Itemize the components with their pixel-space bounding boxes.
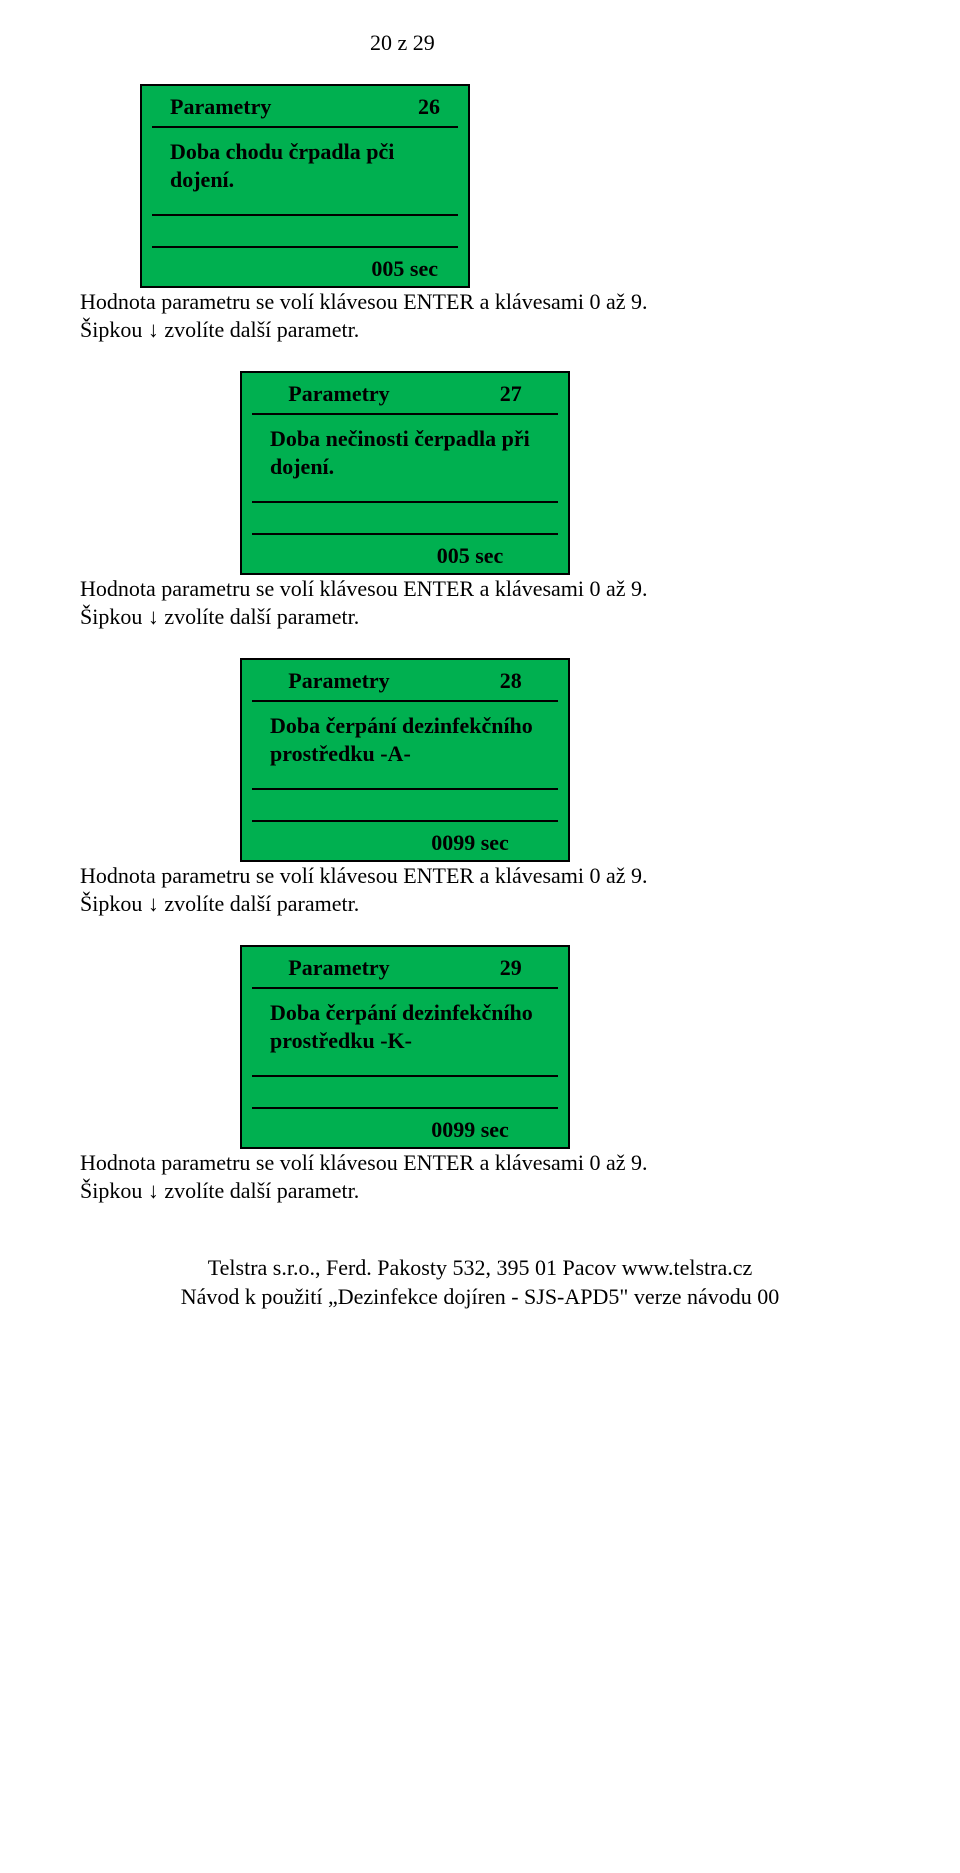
- description-text: Hodnota parametru se volí klávesou ENTER…: [80, 862, 860, 917]
- panel-number: 27: [500, 381, 522, 407]
- panel-value: 0099 sec: [252, 1107, 558, 1147]
- panel-number: 26: [418, 94, 440, 120]
- description-text: Hodnota parametru se volí klávesou ENTER…: [80, 1149, 860, 1204]
- panel-body: Doba čerpání dezinfekčního prostředku -K…: [242, 989, 568, 1059]
- panel-value: 005 sec: [152, 246, 458, 286]
- parameter-panel-27: Parametry 27 Doba nečinosti čerpadla při…: [240, 371, 570, 575]
- parameter-panel-29: Parametry 29 Doba čerpání dezinfekčního …: [240, 945, 570, 1149]
- panel-title: Parametry: [288, 381, 389, 407]
- footer: Telstra s.r.o., Ferd. Pakosty 532, 395 0…: [100, 1254, 860, 1311]
- panel-body: Doba čerpání dezinfekčního prostředku -A…: [242, 702, 568, 772]
- panel-value: 005 sec: [252, 533, 558, 573]
- page-number: 20 z 29: [370, 30, 860, 56]
- panel-body: Doba nečinosti čerpadla při dojení.: [242, 415, 568, 485]
- panel-number: 29: [500, 955, 522, 981]
- description-text: Hodnota parametru se volí klávesou ENTER…: [80, 575, 860, 630]
- parameter-panel-26: Parametry 26 Doba chodu črpadla pči doje…: [140, 84, 470, 288]
- panel-title: Parametry: [288, 955, 389, 981]
- panel-value: 0099 sec: [252, 820, 558, 860]
- description-text: Hodnota parametru se volí klávesou ENTER…: [80, 288, 860, 343]
- panel-body: Doba chodu črpadla pči dojení.: [142, 128, 468, 198]
- panel-title: Parametry: [170, 94, 271, 120]
- parameter-panel-28: Parametry 28 Doba čerpání dezinfekčního …: [240, 658, 570, 862]
- panel-title: Parametry: [288, 668, 389, 694]
- panel-number: 28: [500, 668, 522, 694]
